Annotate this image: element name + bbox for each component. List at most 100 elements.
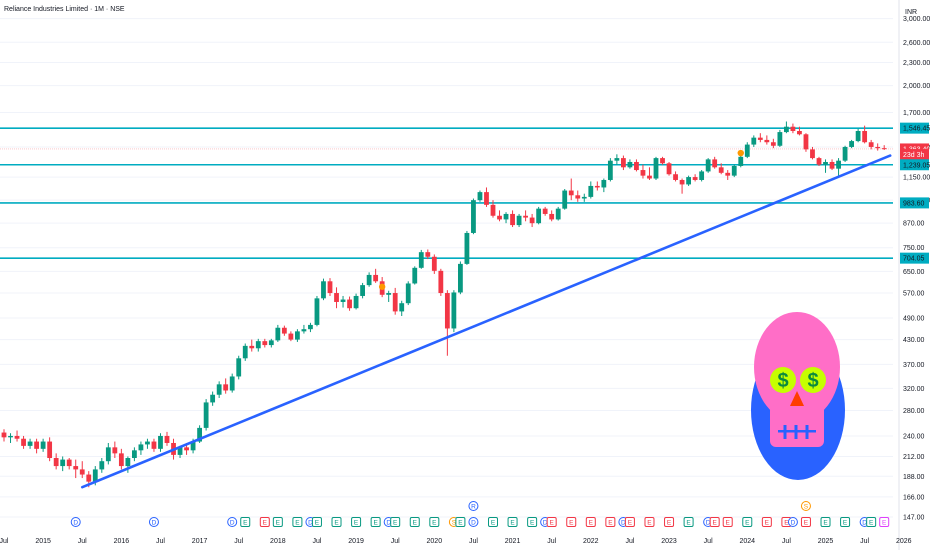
time-tick-label: Jul xyxy=(625,538,634,545)
candle-body xyxy=(770,142,776,146)
event-marker xyxy=(390,517,401,527)
event-marker-letter: E xyxy=(510,519,515,526)
event-marker-letter: E xyxy=(334,519,339,526)
candle-body xyxy=(197,427,202,442)
time-tick-label: Jul xyxy=(0,538,9,545)
price-label-text: 704.05 xyxy=(903,256,925,263)
time-axis[interactable]: Jul 2015 Jul 2016 Jul 2017 Jul 2018 Jul 2019 Jul 20… xyxy=(0,538,912,545)
candle-body xyxy=(99,461,105,470)
event-marker-letter: E xyxy=(686,519,691,526)
event-marker-letter: E xyxy=(608,519,613,526)
price-tick-label: 750.00 xyxy=(903,245,925,252)
event-marker xyxy=(259,517,270,527)
event-marker-letter: E xyxy=(413,519,418,526)
time-tick-label: 2023 xyxy=(661,538,677,545)
candle-body xyxy=(268,340,274,346)
event-marker xyxy=(409,517,420,527)
candle-body xyxy=(744,144,750,157)
candle-body xyxy=(679,179,685,185)
event-marker-letter: E xyxy=(713,519,718,526)
event-marker xyxy=(585,517,596,527)
event-marker-letter: E xyxy=(589,519,594,526)
time-tick-label: 2018 xyxy=(270,538,286,545)
event-marker xyxy=(292,517,303,527)
price-tick-label: 2,000.00 xyxy=(903,83,930,90)
time-tick-label: 2020 xyxy=(427,538,443,545)
event-marker-letter: S xyxy=(804,503,809,510)
candle-body xyxy=(125,458,131,467)
event-marker-letter: E xyxy=(784,519,789,526)
time-tick-label: Jul xyxy=(704,538,713,545)
candle-body xyxy=(360,285,365,296)
event-marker-letter: D xyxy=(386,519,391,526)
event-marker xyxy=(455,517,466,527)
event-marker-letter: E xyxy=(550,519,555,526)
time-tick-label: Jul xyxy=(469,538,478,545)
price-tick-label: 1,150.00 xyxy=(903,175,930,182)
price-tick-label: 430.00 xyxy=(903,337,925,344)
event-marker xyxy=(527,517,538,527)
candle-body xyxy=(529,217,535,224)
time-tick-label: 2024 xyxy=(739,538,755,545)
candle-body xyxy=(666,163,672,175)
candle-body xyxy=(810,149,815,159)
candle-body xyxy=(849,141,854,147)
skull-logo: $ $ xyxy=(751,312,845,480)
candle-body xyxy=(105,447,111,462)
candle-body xyxy=(21,438,26,446)
candle-body xyxy=(607,160,613,180)
candle-body xyxy=(334,293,339,302)
candle-body xyxy=(262,341,268,346)
price-tick-label: 1,700.00 xyxy=(903,110,930,117)
horizontal-lines[interactable] xyxy=(0,127,893,259)
price-label-box xyxy=(900,143,929,155)
candle-body xyxy=(444,293,450,329)
candle-body xyxy=(660,158,665,164)
event-marker-letter: E xyxy=(243,519,248,526)
trendline[interactable] xyxy=(80,154,892,489)
event-marker-letter: E xyxy=(804,519,809,526)
candle-body xyxy=(373,274,379,282)
candle-body xyxy=(490,204,496,216)
candle-body xyxy=(79,469,85,475)
dividend-dot xyxy=(737,149,744,157)
event-marker-letter: E xyxy=(765,519,770,526)
event-marker-letter: E xyxy=(315,519,320,526)
event-marker-letter: D xyxy=(791,519,796,526)
event-marker-letter: E xyxy=(393,519,398,526)
candle-body xyxy=(8,435,13,438)
event-marker xyxy=(787,517,798,527)
candle-body xyxy=(177,447,183,455)
event-marker-letter: E xyxy=(843,519,848,526)
candle-body xyxy=(386,293,392,295)
candle-body xyxy=(275,327,281,341)
candle-body xyxy=(738,156,744,166)
price-tick-label: 320.00 xyxy=(903,386,925,393)
candle-body xyxy=(784,126,789,133)
candle-body xyxy=(405,283,411,304)
price-axis[interactable]: 3,000.00 2,600.00 2,300.00 2,000.00 1,700.00… xyxy=(898,0,930,550)
price-label-text: 23d 3h xyxy=(903,152,925,159)
candle-body xyxy=(223,384,229,391)
candle-body xyxy=(516,215,522,226)
candle-body xyxy=(451,292,457,329)
event-marker xyxy=(311,517,322,527)
candle-body xyxy=(295,331,300,340)
candle-body xyxy=(731,165,737,176)
candle-body xyxy=(138,444,144,451)
event-marker xyxy=(683,517,694,527)
candle-body xyxy=(562,190,568,209)
candle-body xyxy=(458,263,463,293)
event-marker-letter: E xyxy=(432,519,437,526)
dividend-dot xyxy=(378,283,386,290)
skull-eye-dollar: $ xyxy=(807,370,818,392)
trendline-segment[interactable] xyxy=(80,154,892,489)
event-marker xyxy=(820,517,831,527)
candle-body xyxy=(855,130,861,142)
candle-body xyxy=(823,161,828,165)
candle-body xyxy=(203,402,209,428)
candle-body xyxy=(881,148,887,150)
time-tick-label: Jul xyxy=(782,538,791,545)
candle-body xyxy=(653,158,659,179)
